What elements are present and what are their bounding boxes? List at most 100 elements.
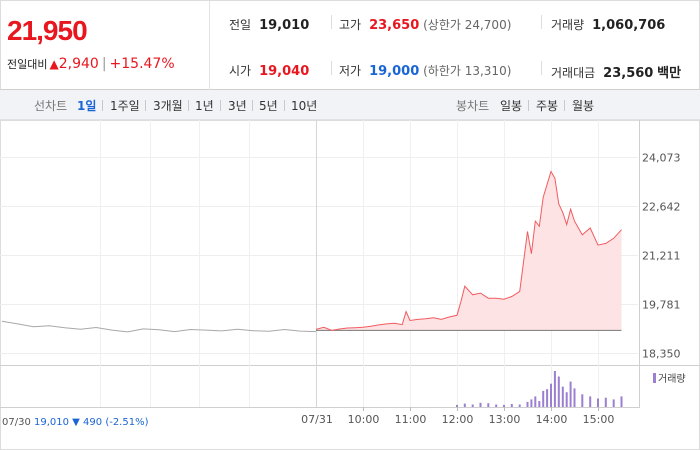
change-divider: | — [101, 56, 107, 72]
volume-bar — [581, 394, 584, 407]
x-tick-label: 15:00 — [583, 413, 615, 426]
tab-monthly-candle[interactable]: 월봉 — [572, 99, 595, 113]
volume-bar — [597, 398, 599, 407]
volume-bar — [569, 381, 572, 407]
volume-bar — [456, 404, 458, 407]
current-price: 21,950 — [7, 15, 88, 46]
tab-divider — [528, 100, 529, 111]
prev-close-value: 19,010 — [259, 18, 310, 33]
tab-divider — [145, 100, 146, 111]
tab-10y[interactable]: 10년 — [291, 99, 318, 113]
volume-bar — [589, 396, 592, 407]
divider — [541, 61, 542, 75]
trade-value: 23,560 — [603, 66, 654, 81]
tab-divider — [564, 100, 565, 111]
quote-panel: 21,950 전일대비 ▲2,940 | +15.47% 전일 19,010 고가 23,… — [0, 0, 700, 90]
trade-value-unit: 백만 — [657, 66, 682, 81]
tab-daily-candle[interactable]: 일봉 — [500, 99, 523, 113]
previous-day-summary-part: (-2.51%) — [105, 417, 148, 428]
current-price-block: 21,950 전일대비 ▲2,940 | +15.47% — [1, 1, 210, 90]
volume-bar — [495, 404, 498, 407]
price-area — [316, 171, 622, 331]
previous-day-summary-part: ▼ 490 — [72, 417, 105, 428]
volume-legend-label: 거래량 — [658, 373, 686, 385]
low-label: 저가 — [339, 64, 362, 78]
lower-limit: (하한가 13,310) — [423, 64, 512, 78]
tab-weekly-candle[interactable]: 주봉 — [536, 99, 559, 113]
trade-value-label: 거래대금 — [551, 66, 596, 80]
tab-3m[interactable]: 3개월 — [153, 99, 183, 113]
previous-day-summary-part: 07/30 — [2, 417, 34, 428]
tab-1d[interactable]: 1일 — [77, 99, 97, 113]
volume-bar — [510, 404, 513, 407]
previous-day-line — [1, 320, 317, 333]
open-cell: 시가 19,040 — [229, 62, 309, 79]
x-tick-label: 13:00 — [489, 413, 521, 426]
volume-value: 1,060,706 — [592, 18, 666, 33]
y-tick-label: 19,781 — [642, 299, 681, 312]
volume-bar — [620, 396, 623, 407]
volume-label: 거래량 — [551, 18, 585, 32]
tab-divider — [252, 100, 253, 111]
volume-bar — [487, 403, 490, 407]
volume-bar — [538, 401, 541, 407]
volume-bar — [565, 392, 568, 407]
volume-bar — [503, 404, 505, 407]
high-cell: 고가 23,650 (상한가 24,700) — [339, 16, 511, 33]
volume-bar — [557, 376, 560, 407]
x-tick-label: 07/31 — [301, 413, 333, 426]
tab-3y[interactable]: 3년 — [228, 99, 247, 113]
tab-1w[interactable]: 1주일 — [110, 99, 140, 113]
volume-cell: 거래량 1,060,706 — [551, 16, 665, 33]
x-tick-label: 14:00 — [536, 413, 568, 426]
low-value: 19,000 — [369, 64, 420, 79]
line-chart-label: 선차트 — [34, 99, 68, 113]
axis-labels: 24,073 22,642 21,211 19,781 18,350 07/31 10:00… — [2, 152, 686, 429]
high-value: 23,650 — [369, 18, 420, 33]
volume-bar — [526, 401, 529, 407]
price-series — [1, 170, 622, 333]
x-tick-label: 10:00 — [348, 413, 380, 426]
divider — [331, 61, 332, 75]
volume-bar — [561, 386, 564, 407]
y-tick-label: 24,073 — [642, 152, 681, 165]
low-cell: 저가 19,000 (하한가 13,310) — [339, 62, 511, 79]
previous-day-summary-part: 19,010 — [34, 417, 72, 428]
change-value: 2,940 — [58, 56, 99, 72]
tab-divider — [188, 100, 189, 111]
divider — [331, 15, 332, 29]
candle-chart-label: 봉차트 — [456, 99, 490, 113]
volume-bar — [612, 399, 615, 407]
price-change: 전일대비 ▲2,940 | +15.47% — [7, 56, 175, 72]
y-tick-label: 18,350 — [642, 348, 681, 361]
price-line — [315, 170, 622, 331]
chart-period-tabs: 선차트 1일 1주일 3개월 1년 3년 5년 10년 봉차트 일봉 주봉 월봉 — [0, 90, 700, 120]
tab-1y[interactable]: 1년 — [195, 99, 214, 113]
volume-legend-swatch — [653, 373, 656, 383]
volume-bars — [456, 371, 623, 407]
open-label: 시가 — [229, 64, 252, 78]
intraday-price-chart: 24,073 22,642 21,211 19,781 18,350 07/31 10:00… — [0, 120, 700, 450]
open-value: 19,040 — [259, 64, 310, 79]
tab-divider — [284, 100, 285, 111]
x-tick-label: 12:00 — [442, 413, 474, 426]
volume-bar — [604, 397, 607, 407]
x-tick-label: 11:00 — [395, 413, 427, 426]
high-label: 고가 — [339, 18, 362, 32]
volume-bar — [534, 396, 537, 407]
tab-divider — [220, 100, 221, 111]
divider — [541, 15, 542, 29]
y-tick-label: 21,211 — [642, 250, 681, 263]
up-arrow-icon: ▲ — [49, 57, 59, 71]
upper-limit: (상한가 24,700) — [423, 18, 512, 32]
volume-bar — [553, 371, 556, 407]
tab-5y[interactable]: 5년 — [259, 99, 278, 113]
trade-value-cell: 거래대금 23,560 백만 — [551, 62, 681, 81]
volume-bar — [542, 390, 545, 407]
volume-bar — [463, 403, 466, 407]
volume-bar — [471, 404, 474, 407]
volume-bar — [530, 399, 533, 407]
volume-bar — [546, 389, 549, 407]
volume-bar — [518, 404, 521, 407]
volume-bar — [550, 383, 552, 407]
